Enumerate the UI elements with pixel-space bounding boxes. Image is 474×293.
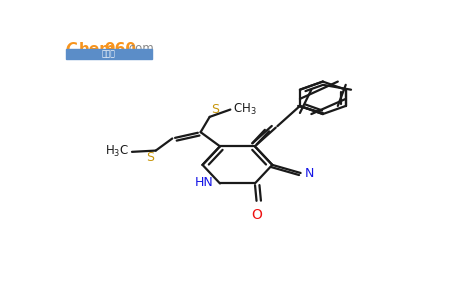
Text: hem: hem bbox=[78, 42, 116, 57]
Text: 化工网: 化工网 bbox=[102, 50, 116, 59]
Text: O: O bbox=[251, 207, 262, 222]
Text: H$_3$C: H$_3$C bbox=[105, 144, 129, 159]
Text: .com: .com bbox=[126, 42, 155, 55]
Text: S: S bbox=[146, 151, 155, 164]
Text: 960: 960 bbox=[104, 42, 136, 57]
Text: CH$_3$: CH$_3$ bbox=[233, 102, 257, 117]
Text: C: C bbox=[66, 42, 77, 57]
Text: S: S bbox=[211, 103, 219, 116]
Text: N: N bbox=[304, 167, 314, 180]
Text: HN: HN bbox=[195, 176, 213, 189]
Bar bbox=[66, 50, 152, 59]
